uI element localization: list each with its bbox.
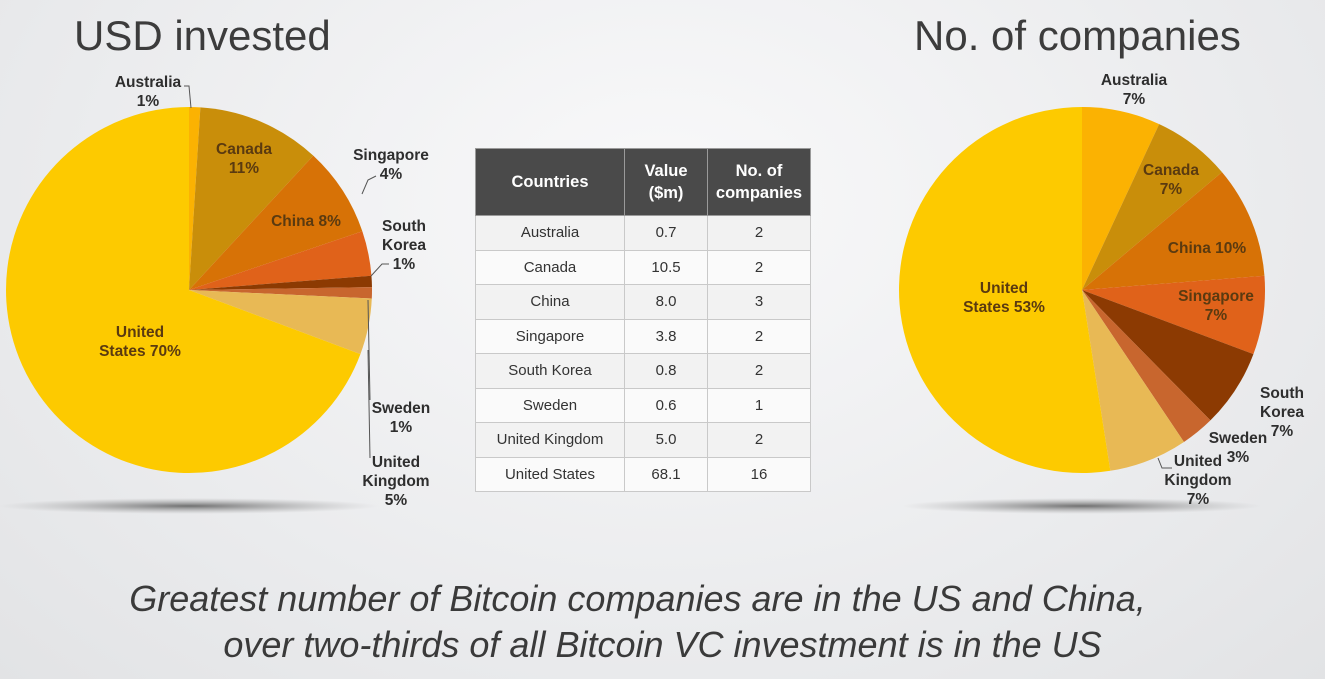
- cell-value: 0.6: [624, 387, 708, 423]
- cell-country: South Korea: [475, 353, 625, 389]
- usd-slice-canada: [189, 107, 314, 290]
- right-pie-shadow: [902, 498, 1262, 514]
- companies-label-sweden: Sweden 3%: [1209, 430, 1268, 466]
- cell-country: Australia: [475, 215, 625, 251]
- caption-line-1: Greatest number of Bitcoin companies are…: [129, 578, 1146, 619]
- companies-slice-canada: [1082, 124, 1222, 290]
- companies-slice-sweden: [1082, 290, 1211, 442]
- usd-label-singapore: Singapore 4%: [353, 147, 429, 183]
- header-countries: Countries: [475, 148, 625, 216]
- cell-value: 5.0: [624, 422, 708, 458]
- table-row: United States 68.1 16: [475, 456, 811, 492]
- cell-companies: 2: [707, 318, 811, 354]
- table-row: Sweden 0.6 1: [475, 387, 811, 423]
- cell-value: 3.8: [624, 318, 708, 354]
- companies-slice-australia: [1082, 107, 1160, 290]
- usd-leader-australia: [184, 85, 192, 109]
- cell-companies: 1: [707, 387, 811, 423]
- cell-country: Sweden: [475, 387, 625, 423]
- cell-value: 0.7: [624, 215, 708, 251]
- caption-line-2: over two-thirds of all Bitcoin VC invest…: [223, 624, 1102, 665]
- cell-value: 0.8: [624, 353, 708, 389]
- cell-country: United States: [475, 456, 625, 492]
- no-of-companies-title: No. of companies: [914, 12, 1241, 59]
- usd-slice-china: [189, 155, 363, 290]
- usd-label-australia: Australia 1%: [115, 74, 182, 110]
- companies-slice-china: [1082, 172, 1265, 290]
- table-row: Singapore 3.8 2: [475, 318, 811, 354]
- usd-invested-pie: [5, 107, 372, 474]
- usd-label-south-korea: South Korea 1%: [382, 218, 426, 273]
- cell-value: 68.1: [624, 456, 708, 492]
- no-of-companies-pie: [898, 107, 1265, 473]
- usd-label-united-states: United States 70%: [99, 324, 181, 360]
- investment-table: Countries Value ($m) No. of companies Aust…: [475, 148, 811, 492]
- companies-label-canada: Canada 7%: [1143, 162, 1199, 198]
- usd-leader-uk: [367, 349, 371, 459]
- cell-country: Canada: [475, 249, 625, 285]
- table-row: Australia 0.7 2: [475, 215, 811, 251]
- companies-slice-south-korea: [1082, 290, 1254, 421]
- table-row: South Korea 0.8 2: [475, 353, 811, 389]
- usd-label-canada: Canada 11%: [216, 141, 272, 177]
- header-value: Value ($m): [624, 148, 708, 216]
- cell-companies: 2: [707, 422, 811, 458]
- usd-leader-sweden: [367, 299, 371, 401]
- header-companies-text: No. of companies: [715, 162, 803, 202]
- cell-value: 10.5: [624, 249, 708, 285]
- cell-country: United Kingdom: [475, 422, 625, 458]
- usd-invested-title: USD invested: [74, 12, 331, 59]
- usd-label-united-kingdom: United Kingdom 5%: [362, 454, 429, 509]
- companies-label-south-korea: South Korea 7%: [1260, 385, 1304, 440]
- usd-slice-australia: [189, 107, 201, 290]
- usd-invested-labels: Australia 1% Canada 11% China 8% Singapore 4% S…: [99, 74, 1172, 509]
- header-value-text: Value ($m): [644, 162, 688, 202]
- table-row: Canada 10.5 2: [475, 249, 811, 285]
- usd-leader-singapore: [361, 175, 377, 195]
- cell-country: China: [475, 284, 625, 320]
- cell-companies: 16: [707, 456, 811, 492]
- companies-slice-singapore: [1082, 275, 1265, 355]
- table-row: China 8.0 3: [475, 284, 811, 320]
- usd-slice-united-states: [5, 107, 361, 474]
- cell-companies: 2: [707, 215, 811, 251]
- usd-leader-south-korea: [370, 263, 389, 277]
- left-pie-shadow: [0, 498, 379, 514]
- companies-label-china: China 10%: [1168, 240, 1247, 257]
- cell-companies: 3: [707, 284, 811, 320]
- cell-companies: 2: [707, 353, 811, 389]
- cell-companies: 2: [707, 249, 811, 285]
- usd-slice-south-korea: [189, 275, 372, 290]
- companies-label-singapore: Singapore 7%: [1178, 288, 1254, 324]
- cell-country: Singapore: [475, 318, 625, 354]
- usd-slice-sweden: [189, 287, 372, 299]
- table-header-row: Countries Value ($m) No. of companies: [475, 148, 811, 216]
- usd-slice-singapore: [189, 231, 372, 290]
- companies-label-united-states: United States 53%: [963, 280, 1045, 316]
- header-companies: No. of companies: [707, 148, 811, 216]
- companies-leader-uk: [1157, 457, 1172, 469]
- table-row: United Kingdom 5.0 2: [475, 422, 811, 458]
- no-of-companies-labels: Australia 7% Canada 7% China 10% Singapore 7% S…: [963, 72, 1304, 508]
- companies-slice-united-states: [898, 107, 1111, 473]
- usd-label-sweden: Sweden 1%: [372, 400, 431, 436]
- companies-slice-united-kingdom: [1082, 290, 1184, 471]
- companies-label-australia: Australia 7%: [1101, 72, 1168, 108]
- companies-label-united-kingdom: United Kingdom 7%: [1164, 453, 1231, 508]
- usd-slice-united-kingdom: [189, 290, 372, 355]
- usd-label-china: China 8%: [271, 213, 341, 230]
- cell-value: 8.0: [624, 284, 708, 320]
